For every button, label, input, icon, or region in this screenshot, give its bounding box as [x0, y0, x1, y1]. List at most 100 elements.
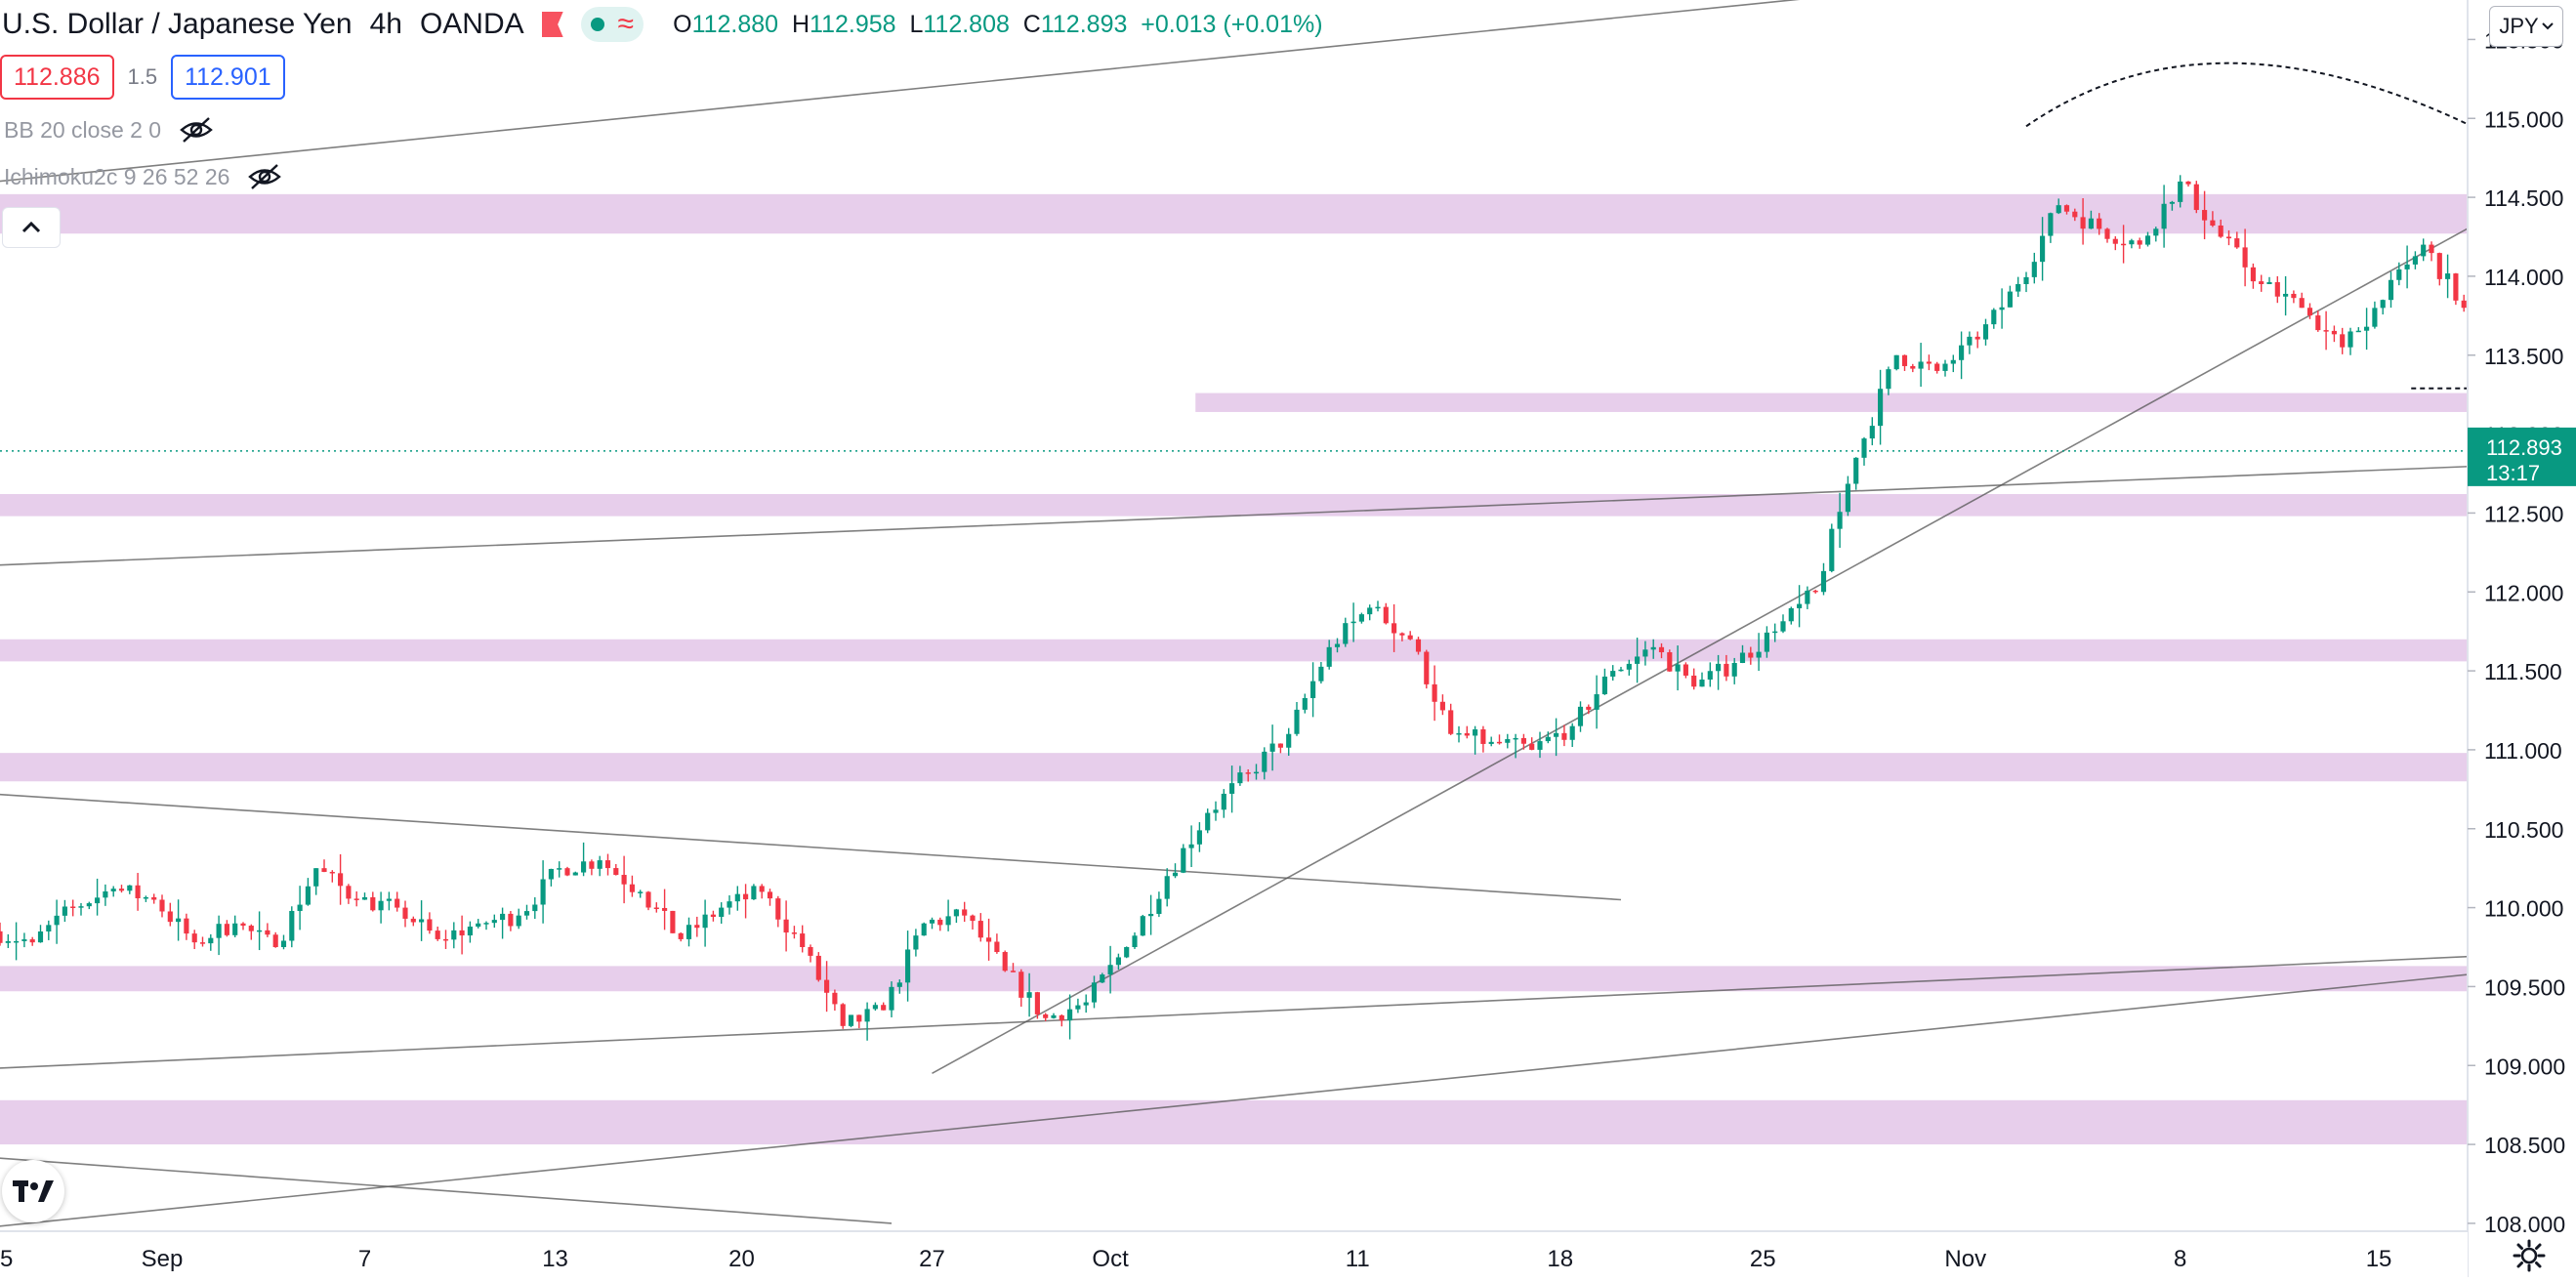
candle-body — [1658, 646, 1665, 653]
candle-body — [1318, 666, 1324, 682]
candle-body — [540, 879, 546, 905]
sell-button[interactable]: 112.886 — [0, 55, 114, 100]
candle-body — [1196, 830, 1202, 845]
trendline — [0, 793, 1622, 901]
candle-body — [548, 868, 554, 880]
zone-band — [0, 639, 2468, 662]
candle-body — [523, 911, 530, 916]
gear-icon[interactable] — [2512, 1238, 2547, 1282]
candle-body — [1026, 992, 1032, 998]
price-tag-value: 112.893 — [2486, 435, 2562, 460]
candle-body — [14, 940, 20, 943]
currency-label: JPY — [2499, 14, 2539, 38]
candle-body — [1577, 706, 1584, 726]
candlestick-series — [0, 175, 2576, 1041]
candle-body — [1764, 632, 1769, 652]
candle-body — [118, 889, 125, 891]
x-tick-label: 27 — [919, 1246, 945, 1272]
eye-off-icon[interactable] — [179, 115, 214, 145]
symbol-title[interactable]: U.S. Dollar / Japanese Yen — [2, 8, 353, 40]
flag-icon[interactable] — [541, 12, 563, 37]
high-value: 112.958 — [810, 10, 896, 38]
y-tick-label: 108.500 — [2484, 1133, 2565, 1158]
zone-band — [0, 494, 2468, 517]
annotations — [2025, 62, 2576, 390]
candle-body — [896, 982, 902, 987]
candle-body — [1513, 737, 1518, 740]
candle-body — [970, 915, 976, 922]
candle-body — [21, 939, 27, 941]
candle-body — [1415, 639, 1422, 652]
candle-body — [1974, 336, 1980, 340]
candle-body — [1115, 957, 1121, 966]
candle-body — [272, 934, 278, 947]
candle-body — [395, 898, 400, 908]
indicator-ichimoku[interactable]: Ichimoku2c 9 26 52 26 — [4, 162, 282, 191]
candle-body — [2445, 273, 2451, 279]
candle-body — [1731, 663, 1737, 677]
candle-body — [2461, 300, 2467, 309]
interval-label[interactable]: 4h — [369, 8, 402, 40]
candle-body — [78, 906, 84, 908]
candle-body — [905, 949, 911, 983]
candle-body — [1464, 732, 1470, 736]
candle-body — [1269, 743, 1275, 752]
buy-button[interactable]: 112.901 — [171, 55, 285, 100]
collapse-legend-button[interactable] — [2, 207, 61, 248]
x-tick-label: 20 — [728, 1246, 755, 1272]
candle-body — [824, 979, 830, 993]
candle-body — [937, 919, 943, 926]
indicator-bb[interactable]: BB 20 close 2 0 — [4, 115, 214, 145]
x-tick-label: Nov — [1944, 1246, 1986, 1272]
candle-body — [361, 896, 368, 900]
candle-body — [435, 930, 440, 939]
candle-body — [921, 923, 927, 936]
trendline — [0, 963, 2576, 1227]
candle-body — [589, 861, 595, 869]
candle-body — [2388, 279, 2394, 301]
chevron-down-icon — [2541, 22, 2554, 30]
candle-body — [2340, 334, 2346, 348]
time-axis-bg — [0, 1231, 2468, 1277]
candle-body — [5, 940, 11, 943]
candle-body — [508, 913, 514, 927]
candle-body — [2429, 244, 2434, 254]
currency-selector[interactable]: JPY — [2489, 6, 2563, 47]
candle-body — [564, 868, 570, 876]
market-status-pill[interactable]: ≈ — [580, 7, 644, 42]
candle-body — [208, 937, 214, 944]
candle-body — [759, 886, 765, 892]
x-tick-label: 13 — [542, 1246, 568, 1272]
candle-body — [1432, 683, 1437, 702]
candle-body — [1642, 649, 1648, 657]
candle-body — [751, 886, 757, 900]
candle-body — [2242, 247, 2248, 268]
trendline — [0, 950, 2576, 1069]
candle-body — [257, 930, 263, 932]
broker-label[interactable]: OANDA — [419, 8, 524, 40]
x-tick-label: 8 — [2174, 1246, 2186, 1272]
candle-body — [483, 923, 489, 925]
candle-body — [686, 925, 692, 939]
eye-off-icon[interactable] — [247, 162, 282, 191]
candle-body — [1172, 872, 1179, 877]
candle-body — [1392, 623, 1397, 634]
candle-body — [808, 947, 813, 956]
candle-body — [2396, 269, 2402, 280]
candle-body — [727, 901, 732, 908]
candle-body — [427, 919, 433, 931]
candle-body — [1901, 354, 1908, 366]
candle-body — [29, 939, 35, 943]
trade-panel: 112.886 1.5 112.901 — [0, 55, 285, 100]
candle-body — [516, 915, 521, 927]
trendline — [0, 1157, 893, 1224]
candle-body — [994, 941, 1000, 953]
candle-body — [2015, 284, 2021, 292]
tradingview-logo-icon[interactable] — [2, 1160, 64, 1222]
candle-body — [0, 930, 3, 943]
candle-body — [597, 860, 602, 869]
candle-body — [1156, 898, 1162, 915]
candle-body — [184, 918, 189, 934]
